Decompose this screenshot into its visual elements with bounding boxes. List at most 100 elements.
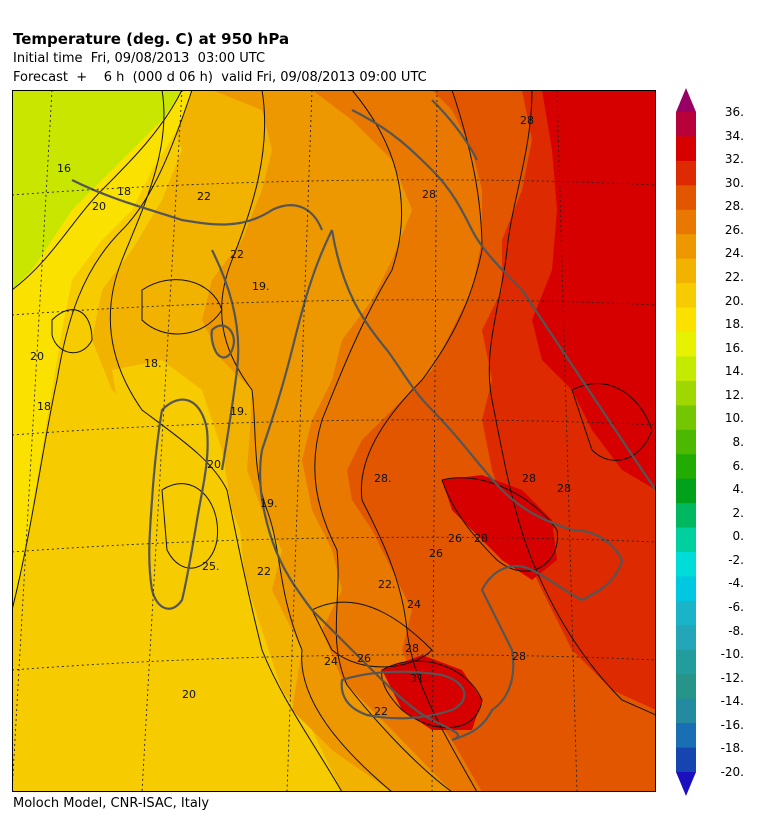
model-credit: Moloch Model, CNR-ISAC, Italy: [13, 796, 210, 811]
colorbar-segment: [676, 209, 696, 235]
contour-label: 24: [324, 655, 338, 668]
contour-label: 24: [407, 598, 421, 611]
colorbar-tick-label: -14.: [720, 694, 744, 709]
contour-label: 26: [357, 652, 371, 665]
colorbar-tick-label: 20.: [724, 293, 744, 308]
field-20-22-west-sea: [112, 360, 322, 792]
colorbar-segment: [676, 698, 696, 724]
colorbar-segment: [676, 380, 696, 406]
colorbar-segment: [676, 527, 696, 553]
colorbar-tick-label: -12.: [720, 670, 744, 685]
contour-label: 22: [230, 248, 244, 261]
contour-labels: 16 18 20 22 22 19. 18. 18 20 19. 20 19. …: [30, 114, 571, 718]
colorbar-tick-label: 4.: [732, 482, 744, 497]
contour-label: 31.: [410, 672, 428, 685]
contour-label: 20: [207, 458, 221, 471]
colorbar-segment: [676, 283, 696, 309]
colorbar-max-arrow: [676, 88, 696, 112]
contour-label: 22: [197, 190, 211, 203]
colorbar-segment: [676, 429, 696, 455]
contour-label: 26: [448, 532, 462, 545]
colorbar-segment: [676, 307, 696, 333]
colorbar-segment: [676, 258, 696, 284]
colorbar-tick-label: -2.: [728, 552, 744, 567]
colorbar-segment: [676, 405, 696, 431]
field-32-plus-balkans: [532, 90, 656, 490]
contour-label: 22: [374, 705, 388, 718]
contour-label: 26: [429, 547, 443, 560]
colorbar-tick-label: -6.: [728, 600, 744, 614]
colorbar-tick-label: -4.: [728, 576, 744, 591]
field-32-plus-calabria: [382, 655, 482, 730]
colorbar-segment: [676, 136, 696, 162]
colorbar-tick-label: 2.: [732, 505, 744, 520]
colorbar-tick-label: 36.: [724, 105, 744, 119]
colorbar-segment: [676, 600, 696, 626]
temperature-map[interactable]: 16 18 20 22 22 19. 18. 18 20 19. 20 19. …: [12, 90, 656, 792]
colorbar-segment: [676, 160, 696, 186]
colorbar-segment: [676, 649, 696, 675]
colorbar-segment: [676, 478, 696, 504]
coastlines: [71, 99, 656, 742]
colorbar-tick-label: 26.: [724, 222, 744, 237]
colorbar-tick-label: -20.: [720, 765, 744, 779]
contour-label: 28: [512, 650, 526, 663]
colorbar-tick-label: 22.: [724, 270, 744, 284]
colorbar-tick-label: 10.: [724, 411, 744, 426]
contour-label: 20: [182, 688, 196, 701]
contour-label: 18.: [144, 357, 162, 370]
contour-label: 28: [422, 188, 436, 201]
colorbar-segment: [676, 503, 696, 529]
contour-label: 28.: [374, 472, 392, 485]
colorbar-tick-label: 0.: [732, 529, 744, 544]
contour-label: 28: [405, 642, 419, 655]
colorbar-tick-label: -10.: [720, 647, 744, 662]
colorbar-segment: [676, 552, 696, 577]
colorbar-tick-label: -8.: [728, 623, 744, 638]
colorbar-segment: [676, 332, 696, 357]
contour-label: 19.: [260, 497, 278, 510]
colorbar-tick-label: 34.: [724, 128, 744, 143]
contour-label: 19.: [230, 405, 248, 418]
initial-time-label: Initial time Fri, 09/08/2013 03:00 UTC: [13, 51, 266, 66]
colorbar-tick-label: 28.: [724, 199, 744, 214]
colorbar-tick-label: -16.: [720, 717, 744, 732]
colorbar-tick-label: 12.: [724, 387, 744, 402]
colorbar-segment: [676, 625, 696, 651]
chart-title: Temperature (deg. C) at 950 hPa: [13, 30, 290, 48]
contour-label: 20: [30, 350, 44, 363]
field-16-18: [12, 90, 182, 290]
contour-label: 16: [57, 162, 71, 175]
contour-label: 28: [557, 482, 571, 495]
contour-label: 19.: [252, 280, 270, 293]
forecast-label: Forecast + 6 h (000 d 06 h) valid Fri, 0…: [13, 70, 427, 85]
colorbar-tick-label: 16.: [724, 340, 744, 355]
contour-label: 22.: [378, 578, 396, 591]
colorbar-segment: [676, 185, 696, 211]
contour-label: 20: [92, 200, 106, 213]
isotherm-contours: [12, 90, 656, 792]
colorbar-segment: [676, 674, 696, 700]
colorbar-tick-label: 18.: [724, 317, 744, 332]
colorbar-tick-label: 24.: [724, 246, 744, 261]
contour-label: 28: [522, 472, 536, 485]
colorbar-segment: [676, 356, 696, 382]
graticule: [12, 90, 656, 792]
colorbar: [676, 88, 696, 796]
colorbar-segment: [676, 747, 696, 773]
colorbar-segments: [676, 88, 696, 796]
colorbar-labels: 36. 34. 32. 30. 28. 26. 24. 22. 20. 18. 16. 14. 12. 1…: [712, 0, 760, 828]
colorbar-tick-label: 32.: [724, 152, 744, 167]
colorbar-segment: [676, 576, 696, 602]
map-frame: [12, 90, 656, 792]
colorbar-segment: [676, 112, 696, 137]
colorbar-tick-label: 8.: [732, 435, 744, 449]
contour-label: 22: [257, 565, 271, 578]
colorbar-tick-label: 14.: [724, 364, 744, 379]
contour-label: 28: [520, 114, 534, 127]
contour-label: 25.: [202, 560, 220, 573]
colorbar-segment: [676, 234, 696, 260]
contour-label: 28: [474, 532, 488, 545]
contour-label: 18: [37, 400, 51, 413]
colorbar-segment: [676, 454, 696, 480]
